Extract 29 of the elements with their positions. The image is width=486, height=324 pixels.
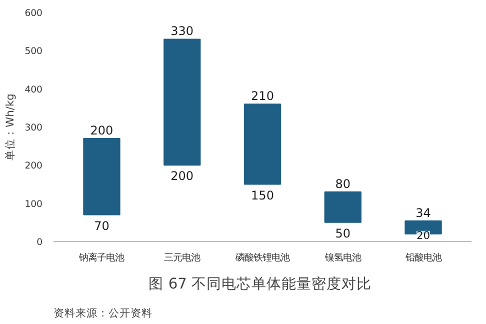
annotation: 70 bbox=[94, 218, 110, 233]
y-tick-label: 0 bbox=[36, 237, 43, 248]
text: 资料来源：公开资料 bbox=[54, 306, 152, 320]
data-label: 210 bbox=[251, 89, 274, 104]
text: 图 67 不同电芯单体能量密度对比 bbox=[148, 276, 372, 292]
data-label: 200 bbox=[90, 123, 114, 138]
annotation: 150 bbox=[251, 188, 274, 202]
bar bbox=[324, 191, 362, 223]
y-tick-label: 400 bbox=[24, 84, 43, 96]
annotation: 200 bbox=[170, 169, 194, 184]
y-tick-label: 100 bbox=[24, 198, 43, 210]
x-tick-label: 磷酸铁锂电池 bbox=[234, 252, 290, 264]
y-tick-label: 300 bbox=[24, 122, 43, 134]
bar bbox=[244, 104, 282, 185]
y-tick-label: 600 bbox=[24, 8, 43, 19]
annotation: 50 bbox=[335, 226, 351, 240]
y-tick-label: 200 bbox=[24, 160, 43, 172]
bar bbox=[164, 38, 201, 166]
data-label: 330 bbox=[170, 24, 194, 38]
y-axis-title: 单位：Wh/kg bbox=[4, 94, 17, 160]
x-tick-label: 三元电池 bbox=[164, 252, 200, 264]
data-label: 34 bbox=[416, 206, 431, 220]
annotation: 20 bbox=[416, 228, 430, 242]
bar bbox=[83, 138, 120, 216]
y-tick-label: 500 bbox=[24, 46, 43, 58]
x-tick-label: 铅酸电池 bbox=[404, 252, 442, 264]
x-tick-label: 镍氢电池 bbox=[324, 252, 361, 264]
x-tick-label: 钠离子电池 bbox=[78, 252, 124, 264]
data-label: 80 bbox=[335, 176, 351, 191]
